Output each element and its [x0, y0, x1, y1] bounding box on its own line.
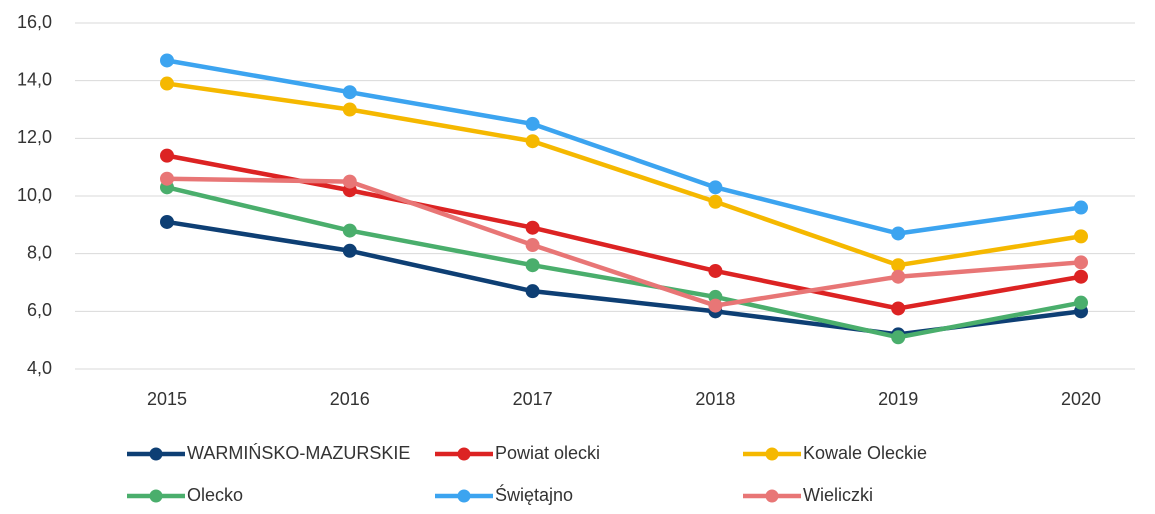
data-point [1074, 255, 1088, 270]
legend-label: WARMIŃSKO-MAZURSKIE [187, 443, 410, 463]
series-line [166, 58, 1082, 236]
series-line [166, 219, 1082, 337]
data-point [1074, 295, 1088, 310]
legend-marker [457, 489, 471, 503]
series-line [166, 81, 1082, 268]
data-point [891, 226, 906, 241]
y-tick-label: 6,0 [27, 300, 52, 320]
y-tick-label: 12,0 [17, 127, 52, 147]
x-tick-label: 2015 [147, 389, 187, 409]
series-line [166, 153, 1082, 311]
y-tick-label: 10,0 [17, 185, 52, 205]
data-point [891, 330, 906, 345]
data-point [708, 298, 723, 313]
data-point [342, 174, 357, 189]
y-tick-label: 8,0 [27, 242, 52, 262]
legend-label: Olecko [187, 485, 243, 505]
data-point [160, 148, 174, 163]
data-point [891, 301, 906, 316]
legend-marker [457, 447, 471, 461]
legend-label: Świętajno [495, 484, 573, 505]
data-point [525, 238, 540, 253]
series-line [166, 185, 1082, 340]
data-point [708, 263, 723, 278]
data-point [525, 284, 540, 299]
data-point [342, 223, 357, 238]
data-point [708, 180, 723, 195]
legend-label: Kowale Oleckie [803, 443, 927, 463]
y-tick-label: 4,0 [27, 358, 52, 378]
x-tick-label: 2019 [878, 389, 918, 409]
legend-label: Wieliczki [803, 485, 873, 505]
data-point [525, 220, 540, 235]
legend-marker [149, 489, 163, 503]
data-point [160, 214, 174, 229]
data-point [891, 269, 906, 284]
x-tick-label: 2020 [1061, 389, 1101, 409]
data-point [342, 102, 357, 117]
data-point [342, 85, 357, 100]
series-line [166, 176, 1082, 308]
legend-marker [149, 447, 163, 461]
y-tick-label: 14,0 [17, 69, 52, 89]
data-point [525, 116, 540, 131]
y-tick-label: 16,0 [17, 12, 52, 32]
data-point [1074, 269, 1088, 284]
x-tick-label: 2018 [695, 389, 735, 409]
data-point [1074, 229, 1088, 244]
data-point [525, 258, 540, 273]
legend-label: Powiat olecki [495, 443, 600, 463]
x-tick-label: 2016 [330, 389, 370, 409]
legend-marker [765, 447, 779, 461]
x-tick-label: 2017 [513, 389, 553, 409]
data-point [708, 194, 723, 209]
data-point [160, 53, 174, 68]
data-point [342, 243, 357, 258]
data-point [160, 76, 174, 91]
data-point [1074, 200, 1088, 215]
legend-marker [765, 489, 779, 503]
data-point [525, 134, 540, 149]
data-point [160, 171, 174, 186]
